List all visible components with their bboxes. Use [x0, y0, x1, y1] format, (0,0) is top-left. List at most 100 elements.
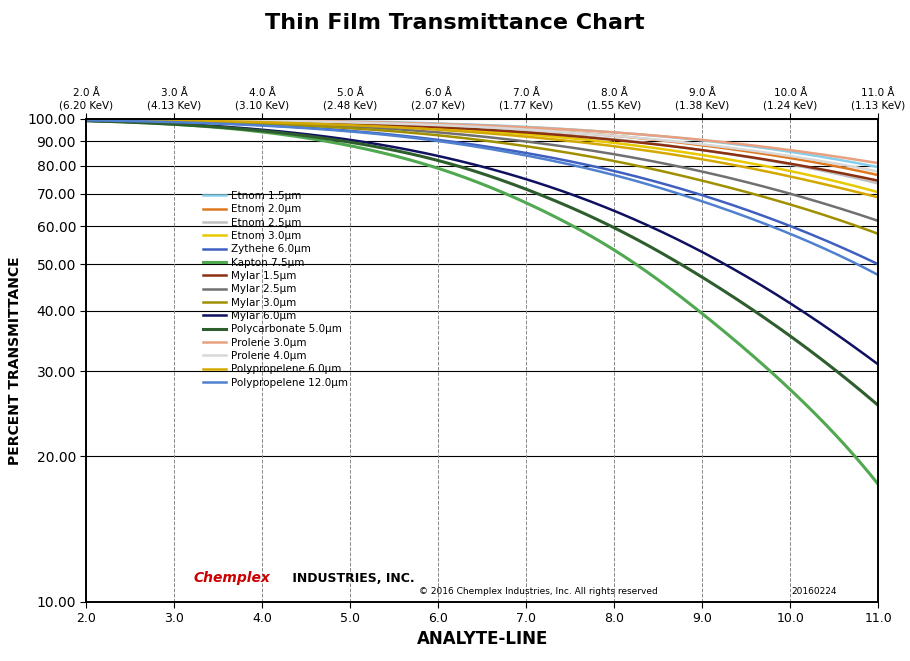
Line: Etnom 2.0μm: Etnom 2.0μm [86, 119, 878, 175]
Mylar 6.0μm [510, 172, 521, 180]
Prolene 3.0μm [552, 125, 563, 133]
Zythene 6.0μm [81, 116, 92, 124]
Mylar 6.0μm [552, 186, 563, 194]
Etnom 2.5μm [457, 124, 468, 132]
Polypropelene 12.0μm [81, 116, 92, 124]
Etnom 1.5μm [81, 115, 92, 123]
Mylar 2.5μm [854, 211, 864, 219]
Line: Mylar 1.5μm: Mylar 1.5μm [86, 120, 878, 180]
Mylar 3.0μm [81, 116, 92, 124]
Polypropelene 12.0μm [873, 271, 884, 279]
Etnom 3.0μm [81, 116, 92, 124]
Kapton 7.5μm [81, 116, 92, 124]
Prolene 4.0μm [730, 144, 741, 152]
Prolene 3.0μm [510, 123, 521, 131]
Prolene 4.0μm [510, 125, 521, 133]
Etnom 1.5μm [510, 122, 521, 130]
Line: Mylar 3.0μm: Mylar 3.0μm [86, 120, 878, 234]
Zythene 6.0μm [552, 155, 563, 163]
Text: INDUSTRIES, INC.: INDUSTRIES, INC. [288, 572, 415, 584]
Mylar 3.0μm [873, 230, 884, 238]
Kapton 7.5μm [854, 457, 864, 465]
Etnom 2.5μm [461, 124, 472, 132]
Mylar 3.0μm [854, 223, 864, 231]
Polypropelene 12.0μm [552, 158, 563, 166]
Etnom 2.0μm [854, 167, 864, 175]
Etnom 1.5μm [854, 159, 864, 167]
Text: Thin Film Transmittance Chart: Thin Film Transmittance Chart [265, 13, 645, 33]
Mylar 1.5μm [461, 125, 472, 133]
Polycarbonate 5.0μm [854, 385, 864, 393]
Mylar 1.5μm [854, 173, 864, 180]
Prolene 3.0μm [730, 139, 741, 147]
Polypropelene 6.0μm [457, 128, 468, 136]
Etnom 2.0μm [552, 128, 563, 136]
Mylar 1.5μm [457, 124, 468, 132]
Etnom 1.5μm [461, 120, 472, 128]
Etnom 3.0μm [461, 126, 472, 134]
Line: Mylar 6.0μm: Mylar 6.0μm [86, 121, 878, 364]
Polycarbonate 5.0μm [730, 294, 741, 302]
Line: Kapton 7.5μm: Kapton 7.5μm [86, 120, 878, 485]
Mylar 1.5μm [873, 176, 884, 184]
Zythene 6.0μm [854, 251, 864, 259]
Prolene 3.0μm [461, 121, 472, 129]
Mylar 3.0μm [461, 134, 472, 142]
Polycarbonate 5.0μm [81, 117, 92, 125]
Etnom 1.5μm [730, 140, 741, 148]
Line: Polypropelene 12.0μm: Polypropelene 12.0μm [86, 120, 878, 275]
Prolene 3.0μm [457, 121, 468, 129]
Prolene 4.0μm [457, 122, 468, 130]
Etnom 2.0μm [873, 171, 884, 179]
Etnom 1.5μm [873, 163, 884, 171]
Zythene 6.0μm [873, 260, 884, 268]
Etnom 2.5μm [510, 127, 521, 135]
Etnom 2.5μm [873, 180, 884, 188]
Zythene 6.0μm [730, 202, 741, 210]
Mylar 2.5μm [873, 217, 884, 225]
X-axis label: ANALYTE-LINE: ANALYTE-LINE [417, 631, 548, 648]
Polypropelene 12.0μm [854, 261, 864, 269]
Etnom 3.0μm [873, 188, 884, 196]
Polypropelene 6.0μm [873, 194, 884, 202]
Mylar 6.0μm [854, 346, 864, 354]
Prolene 4.0μm [552, 128, 563, 136]
Polypropelene 12.0μm [461, 141, 472, 149]
Polypropelene 6.0μm [854, 188, 864, 196]
Kapton 7.5μm [461, 175, 472, 182]
Polycarbonate 5.0μm [461, 165, 472, 173]
Mylar 2.5μm [461, 131, 472, 139]
Y-axis label: PERCENT TRANSMITTANCE: PERCENT TRANSMITTANCE [8, 256, 22, 465]
Etnom 2.5μm [552, 130, 563, 138]
Etnom 2.5μm [730, 151, 741, 159]
Prolene 3.0μm [81, 115, 92, 123]
Kapton 7.5μm [873, 481, 884, 488]
Line: Polycarbonate 5.0μm: Polycarbonate 5.0μm [86, 121, 878, 405]
Line: Prolene 3.0μm: Prolene 3.0μm [86, 119, 878, 163]
Kapton 7.5μm [730, 337, 741, 345]
Polycarbonate 5.0μm [552, 198, 563, 206]
Etnom 3.0μm [552, 133, 563, 141]
Etnom 2.0μm [730, 145, 741, 153]
Etnom 3.0μm [730, 157, 741, 165]
Mylar 2.5μm [510, 136, 521, 144]
Polycarbonate 5.0μm [873, 401, 884, 409]
Mylar 6.0μm [730, 266, 741, 274]
Kapton 7.5μm [510, 194, 521, 202]
Line: Etnom 1.5μm: Etnom 1.5μm [86, 119, 878, 167]
Kapton 7.5μm [457, 173, 468, 180]
Polypropelene 6.0μm [510, 132, 521, 139]
Mylar 1.5μm [81, 116, 92, 124]
Etnom 3.0μm [457, 126, 468, 134]
Text: Chemplex: Chemplex [193, 570, 270, 584]
Zythene 6.0μm [457, 139, 468, 147]
Mylar 2.5μm [730, 175, 741, 183]
Etnom 3.0μm [510, 130, 521, 137]
Polypropelene 12.0μm [510, 149, 521, 157]
Polycarbonate 5.0μm [510, 181, 521, 189]
Polypropelene 6.0μm [730, 161, 741, 169]
Line: Zythene 6.0μm: Zythene 6.0μm [86, 120, 878, 264]
Etnom 2.0μm [457, 122, 468, 130]
Etnom 2.5μm [81, 116, 92, 124]
Line: Mylar 2.5μm: Mylar 2.5μm [86, 120, 878, 221]
